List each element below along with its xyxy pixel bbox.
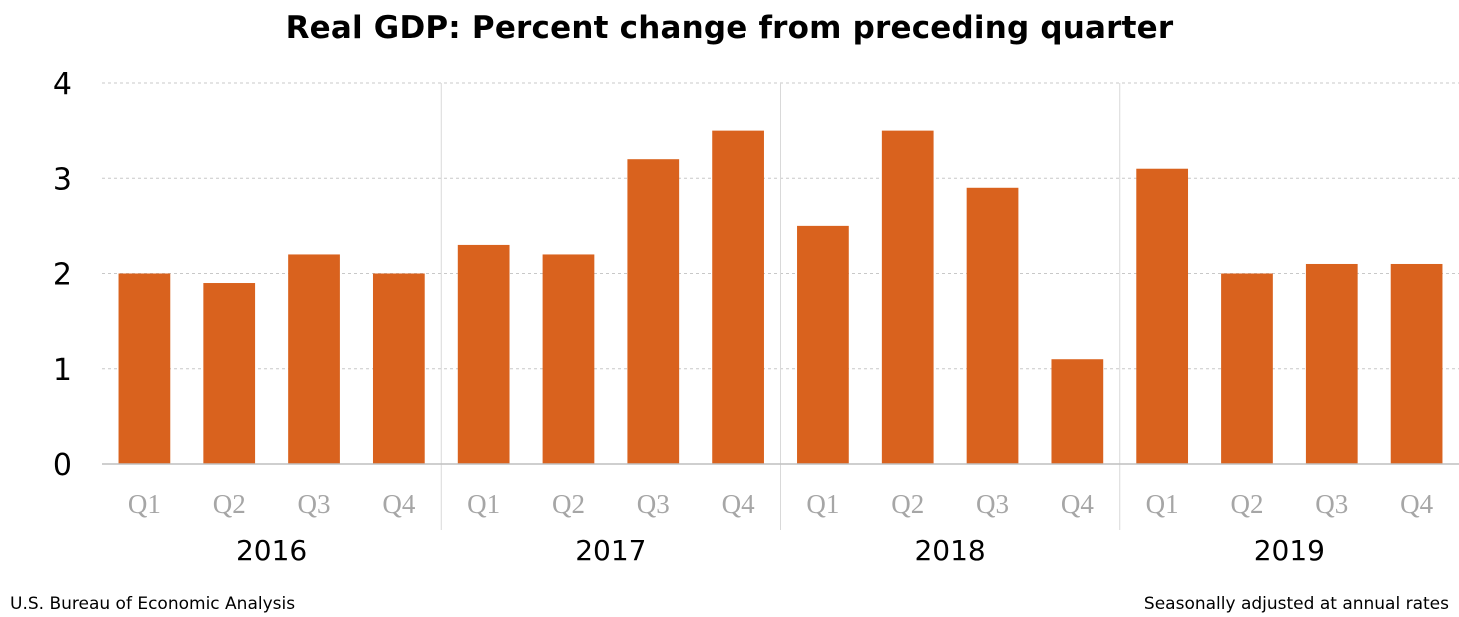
quarter-tick-label: Q4 xyxy=(382,489,415,519)
bar-2018-Q2 xyxy=(881,130,934,464)
bar-2017-Q3 xyxy=(627,159,680,464)
bar-2018-Q3 xyxy=(966,187,1019,464)
quarter-tick-label: Q2 xyxy=(891,489,924,519)
bar-2018-Q1 xyxy=(797,225,849,464)
year-label-2019: 2019 xyxy=(1254,534,1325,567)
year-label-2016: 2016 xyxy=(236,534,307,567)
bar-2017-Q4 xyxy=(712,130,764,464)
bar-2016-Q2 xyxy=(203,283,256,464)
quarter-tick-label: Q3 xyxy=(637,489,670,519)
quarter-tick-label: Q1 xyxy=(1146,489,1179,519)
quarter-tick-label: Q3 xyxy=(298,489,331,519)
axis-labels: 0 1 2 3 4 Q1 Q2 Q3 Q4 2016 Q1 Q2 Q3 Q4 2017 Q1 Q2 Q3 Q4 201… xyxy=(53,67,1434,567)
bars xyxy=(118,130,1443,464)
bar-2016-Q3 xyxy=(288,254,340,464)
quarter-tick-label: Q4 xyxy=(722,489,755,519)
year-label-2017: 2017 xyxy=(575,534,646,567)
source-note: U.S. Bureau of Economic Analysis xyxy=(10,594,296,614)
bar-2019-Q3 xyxy=(1305,263,1358,464)
chart-title: Real GDP: Percent change from preceding … xyxy=(285,10,1174,46)
quarter-tick-label: Q2 xyxy=(213,489,246,519)
quarter-tick-label: Q3 xyxy=(1315,489,1348,519)
quarter-tick-label: Q1 xyxy=(806,489,839,519)
bar-2017-Q1 xyxy=(457,244,510,464)
year-label-2018: 2018 xyxy=(914,534,985,567)
bar-2016-Q4 xyxy=(372,273,425,464)
y-tick-label: 1 xyxy=(53,353,72,388)
bar-2019-Q1 xyxy=(1136,168,1189,464)
y-tick-label: 4 xyxy=(53,67,72,102)
quarter-tick-label: Q2 xyxy=(1230,489,1263,519)
quarter-tick-label: Q4 xyxy=(1061,489,1094,519)
seasonal-adjustment-note: Seasonally adjusted at annual rates xyxy=(1143,594,1449,614)
y-tick-label: 3 xyxy=(53,162,72,197)
bar-2016-Q1 xyxy=(118,273,171,464)
quarter-tick-label: Q4 xyxy=(1400,489,1433,519)
quarter-tick-label: Q1 xyxy=(128,489,161,519)
bar-2019-Q2 xyxy=(1221,273,1273,464)
quarter-tick-label: Q2 xyxy=(552,489,585,519)
y-tick-label: 2 xyxy=(53,258,72,293)
quarter-tick-label: Q1 xyxy=(467,489,500,519)
bar-2018-Q4 xyxy=(1051,359,1104,464)
y-tick-label: 0 xyxy=(53,448,72,483)
quarter-tick-label: Q3 xyxy=(976,489,1009,519)
year-separators xyxy=(440,83,1121,530)
bar-2019-Q4 xyxy=(1390,263,1443,464)
bar-2017-Q2 xyxy=(542,254,595,464)
